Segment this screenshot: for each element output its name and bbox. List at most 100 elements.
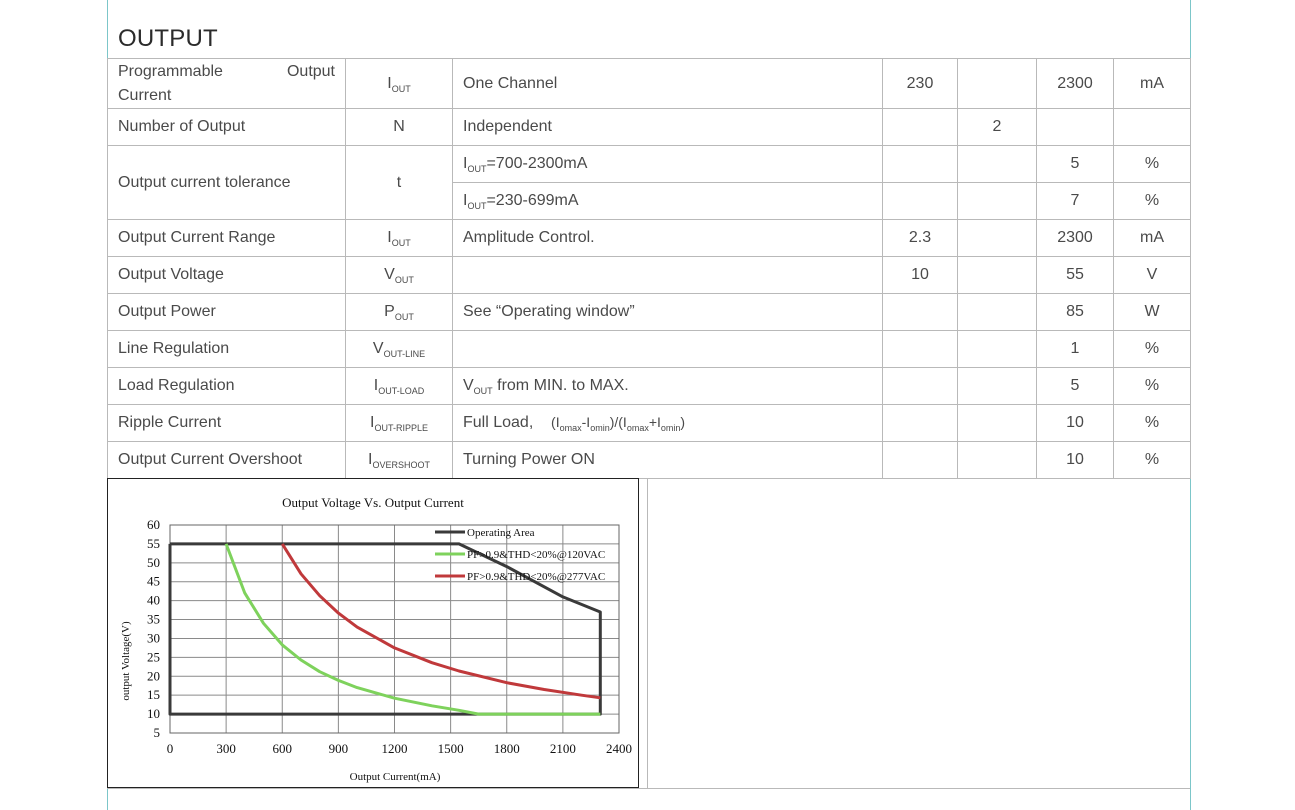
typ-cell: 2 <box>957 108 1037 146</box>
table-row: Number of Output N Independent 2 <box>107 108 1191 146</box>
y-tick-label: 45 <box>147 574 160 589</box>
legend-label: PF>0.9&THD<20%@120VAC <box>467 549 605 561</box>
y-tick-label: 20 <box>147 668 160 683</box>
condition-cell <box>452 330 883 368</box>
param-cell: Output Current Overshoot <box>107 441 346 479</box>
min-cell <box>882 182 958 220</box>
symbol-cell: POUT <box>345 293 453 331</box>
symbol-cell: IOUT-RIPPLE <box>345 404 453 442</box>
chart-title: Output Voltage Vs. Output Current <box>282 495 464 510</box>
y-tick-label: 35 <box>147 612 160 627</box>
right-border <box>1190 0 1191 810</box>
table-row: Ripple Current IOUT-RIPPLE Full Load, (I… <box>107 404 1191 442</box>
condition-cell: One Channel <box>452 58 883 109</box>
series-line-2 <box>224 543 601 716</box>
y-tick-label: 15 <box>147 687 160 702</box>
table-row: Output Power POUT See “Operating window”… <box>107 293 1191 331</box>
chart-legend: Operating Area PF>0.9&THD<20%@120VAC PF>0.… <box>435 527 605 583</box>
table-row: Output Current Overshoot IOVERSHOOT Turn… <box>107 441 1191 479</box>
x-tick-label: 0 <box>167 741 174 756</box>
table-row: Output Current Range IOUT Amplitude Cont… <box>107 219 1191 257</box>
unit-cell: V <box>1113 256 1191 294</box>
param-cell: Number of Output <box>107 108 346 146</box>
min-cell <box>882 330 958 368</box>
condition-cell: Amplitude Control. <box>452 219 883 257</box>
typ-cell <box>957 367 1037 405</box>
max-cell <box>1036 108 1114 146</box>
y-tick-label: 50 <box>147 555 160 570</box>
typ-cell <box>957 330 1037 368</box>
unit-cell: % <box>1113 330 1191 368</box>
min-cell <box>882 145 958 183</box>
condition-cell: Full Load, (Iomax-Iomin)/(Iomax+Iomin) <box>452 404 883 442</box>
param-cell: Line Regulation <box>107 330 346 368</box>
y-tick-label: 25 <box>147 649 160 664</box>
x-tick-label: 2100 <box>550 741 576 756</box>
symbol-cell: t <box>345 145 453 220</box>
x-tick-label: 1200 <box>382 741 408 756</box>
param-cell: Programmable Output Current <box>107 58 346 109</box>
typ-cell <box>957 219 1037 257</box>
min-cell: 230 <box>882 58 958 109</box>
chart-series <box>168 542 602 716</box>
param-word: Programmable <box>118 62 223 80</box>
max-cell: 2300 <box>1036 58 1114 109</box>
chart-grid <box>169 524 620 734</box>
y-tick-label: 5 <box>154 725 161 740</box>
x-tick-label: 600 <box>273 741 293 756</box>
min-cell <box>882 108 958 146</box>
condition-cell: See “Operating window” <box>452 293 883 331</box>
condition-cell <box>452 256 883 294</box>
typ-cell <box>957 404 1037 442</box>
typ-cell <box>957 441 1037 479</box>
table-row: Output Voltage VOUT 10 55 V <box>107 256 1191 294</box>
table-row: Line Regulation VOUT-LINE 1 % <box>107 330 1191 368</box>
x-tick-label: 2400 <box>606 741 632 756</box>
y-tick-label: 10 <box>147 706 160 721</box>
unit-cell: % <box>1113 182 1191 220</box>
min-cell: 10 <box>882 256 958 294</box>
typ-cell <box>957 58 1037 109</box>
max-cell: 10 <box>1036 404 1114 442</box>
max-cell: 7 <box>1036 182 1114 220</box>
operating-window-chart: Output Voltage Vs. Output Current 0 300 60… <box>107 478 639 788</box>
symbol-cell: IOUT <box>345 219 453 257</box>
legend-label: Operating Area <box>467 527 535 539</box>
condition-cell: IOUT=230-699mA <box>452 182 883 220</box>
min-cell <box>882 404 958 442</box>
x-axis-label: Output Current(mA) <box>350 771 441 783</box>
unit-cell <box>1113 108 1191 146</box>
max-cell: 1 <box>1036 330 1114 368</box>
max-cell: 55 <box>1036 256 1114 294</box>
min-cell: 2.3 <box>882 219 958 257</box>
max-cell: 5 <box>1036 367 1114 405</box>
y-axis-label: output Voltage(V) <box>120 621 132 701</box>
x-tick-label: 1800 <box>494 741 520 756</box>
max-cell: 10 <box>1036 441 1114 479</box>
max-cell: 85 <box>1036 293 1114 331</box>
symbol-cell: IOUT <box>345 58 453 109</box>
condition-cell: IOUT=700-2300mA <box>452 145 883 183</box>
symbol-cell: IOVERSHOOT <box>345 441 453 479</box>
unit-cell: % <box>1113 367 1191 405</box>
section-title: OUTPUT <box>118 25 218 52</box>
x-tick-label: 1500 <box>438 741 464 756</box>
param-cell: Output current tolerance <box>107 145 346 220</box>
y-tick-label: 60 <box>147 517 160 532</box>
legend-label: PF>0.9&THD<20%@277VAC <box>467 571 605 583</box>
max-cell: 2300 <box>1036 219 1114 257</box>
typ-cell <box>957 293 1037 331</box>
param-cell: Output Current Range <box>107 219 346 257</box>
table-row: Programmable Output Current IOUT One Chan… <box>107 58 1191 109</box>
typ-cell <box>957 145 1037 183</box>
unit-cell: % <box>1113 404 1191 442</box>
min-cell <box>882 367 958 405</box>
param-cell: Ripple Current <box>107 404 346 442</box>
table-row: Output current tolerance t IOUT=700-2300… <box>107 145 1191 220</box>
y-tick-label: 55 <box>147 536 160 551</box>
symbol-cell: VOUT <box>345 256 453 294</box>
series-line-3 <box>281 543 601 700</box>
y-tick-label: 40 <box>147 593 160 608</box>
table-row: Load Regulation IOUT-LOAD VOUT from MIN.… <box>107 367 1191 405</box>
series-line-1 <box>168 542 602 716</box>
